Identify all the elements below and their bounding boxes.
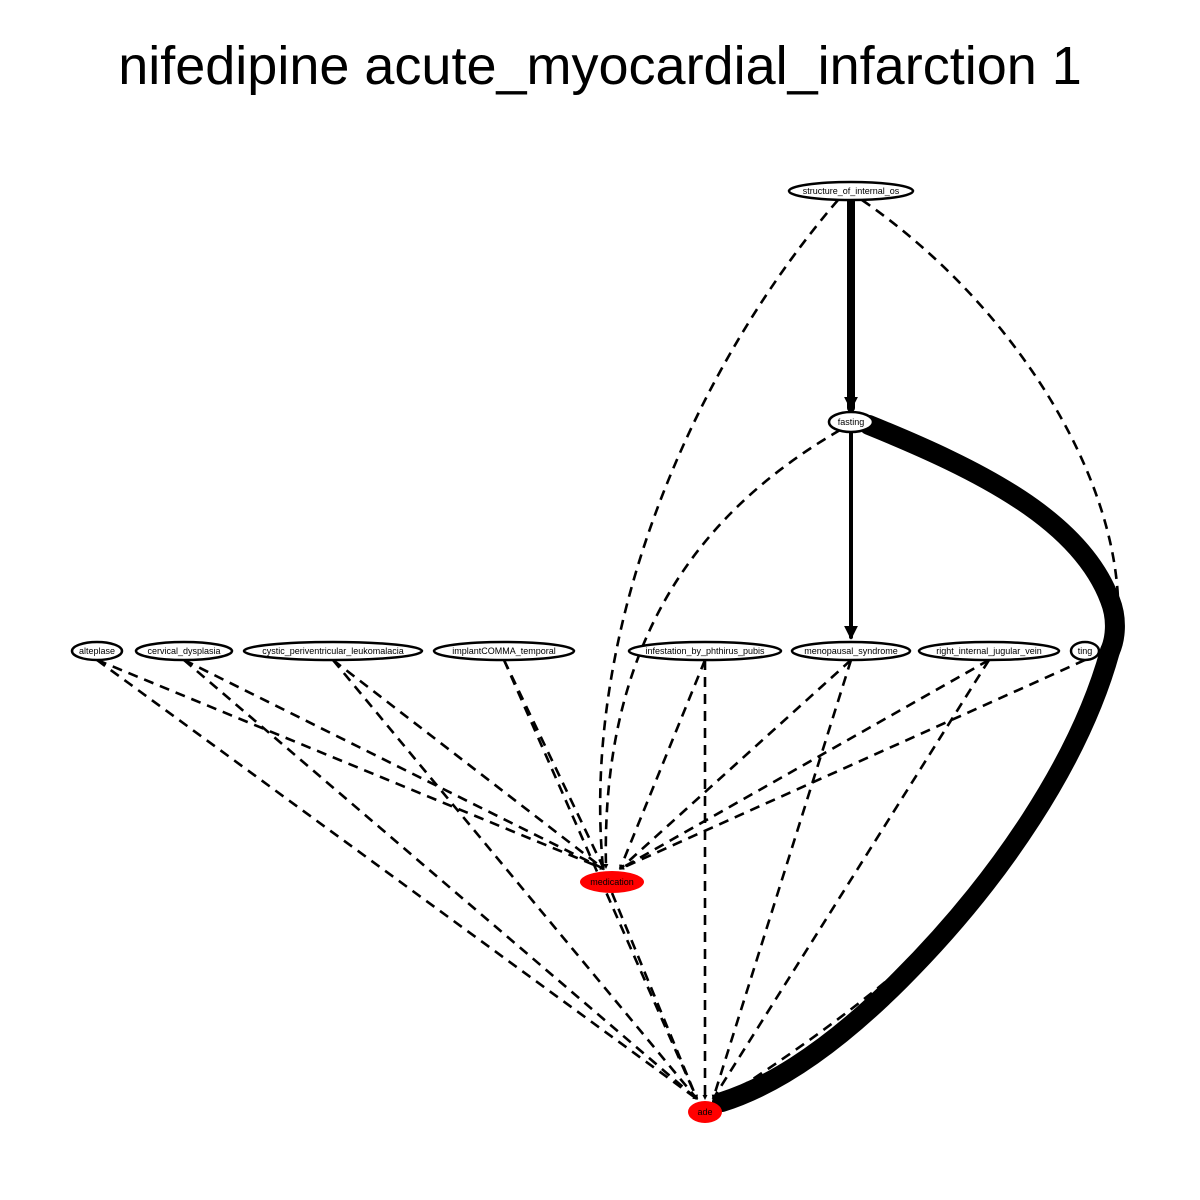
node-infestation_by_phthirus_pubis: infestation_by_phthirus_pubis <box>627 640 783 662</box>
node-label-cervical_dysplasia: cervical_dysplasia <box>147 646 220 656</box>
node-shape-ting <box>1069 640 1101 662</box>
node-shape-menopausal_syndrome <box>790 640 912 662</box>
node-label-alteplase: alteplase <box>79 646 115 656</box>
edge-fasting-to-ting <box>859 415 1125 661</box>
edge-cervical_dysplasia-to-ade <box>183 659 698 1100</box>
node-label-implantCOMMA_temporal: implantCOMMA_temporal <box>452 646 556 656</box>
node-label-fasting: fasting <box>838 417 865 427</box>
edge-infestation_by_phthirus_pubis-to-medication <box>618 659 707 870</box>
edge-structure_of_internal_os-to-ade <box>717 198 1120 1104</box>
edge-menopausal_syndrome-to-ade <box>711 659 853 1100</box>
node-implantCOMMA_temporal: implantCOMMA_temporal <box>432 640 576 662</box>
node-shape-medication <box>580 871 644 893</box>
edge-fasting-to-medication <box>603 428 841 869</box>
node-shape-ade <box>688 1101 722 1123</box>
edge-ting-to-ade <box>712 641 1120 1112</box>
edge-structure_of_internal_os-to-medication <box>598 199 839 869</box>
node-medication: medication <box>580 871 644 893</box>
node-shape-right_internal_jugular_vein <box>917 640 1061 662</box>
edge-medication-to-ade <box>610 892 699 1100</box>
node-label-right_internal_jugular_vein: right_internal_jugular_vein <box>936 646 1042 656</box>
node-alteplase: alteplase <box>70 640 124 662</box>
node-cystic_periventricular_leukomalacia: cystic_periventricular_leukomalacia <box>242 640 424 662</box>
edge-cystic_periventricular_leukomalacia-to-medication <box>332 658 605 871</box>
graph-title: nifedipine acute_myocardial_infarction 1 <box>118 36 1082 96</box>
node-structure_of_internal_os: structure_of_internal_os <box>787 180 915 202</box>
node-shape-structure_of_internal_os <box>787 180 915 202</box>
node-label-menopausal_syndrome: menopausal_syndrome <box>804 646 898 656</box>
edge-alteplase-to-medication <box>96 658 605 871</box>
edge-right_internal_jugular_vein-to-ade <box>711 659 991 1100</box>
node-menopausal_syndrome: menopausal_syndrome <box>790 640 912 662</box>
node-shape-infestation_by_phthirus_pubis <box>627 640 783 662</box>
node-label-ade: ade <box>697 1107 712 1117</box>
node-label-infestation_by_phthirus_pubis: infestation_by_phthirus_pubis <box>645 646 765 656</box>
node-shape-cystic_periventricular_leukomalacia <box>242 640 424 662</box>
node-shape-fasting <box>827 410 875 434</box>
node-label-ting: ting <box>1078 646 1093 656</box>
edges-layer <box>96 197 1125 1112</box>
node-fasting: fasting <box>827 410 875 434</box>
edge-menopausal_syndrome-to-medication <box>619 659 852 870</box>
edge-alteplase-to-ade <box>96 658 698 1101</box>
node-ade: ade <box>688 1101 722 1123</box>
node-shape-alteplase <box>70 640 124 662</box>
node-label-medication: medication <box>590 877 634 887</box>
node-ting: ting <box>1069 640 1101 662</box>
node-label-structure_of_internal_os: structure_of_internal_os <box>803 186 900 196</box>
node-label-cystic_periventricular_leukomalacia: cystic_periventricular_leukomalacia <box>262 646 404 656</box>
edge-right_internal_jugular_vein-to-medication <box>619 658 990 871</box>
node-shape-cervical_dysplasia <box>134 640 234 662</box>
node-right_internal_jugular_vein: right_internal_jugular_vein <box>917 640 1061 662</box>
node-shape-implantCOMMA_temporal <box>432 640 576 662</box>
node-cervical_dysplasia: cervical_dysplasia <box>134 640 234 662</box>
edge-cervical_dysplasia-to-medication <box>183 658 605 871</box>
